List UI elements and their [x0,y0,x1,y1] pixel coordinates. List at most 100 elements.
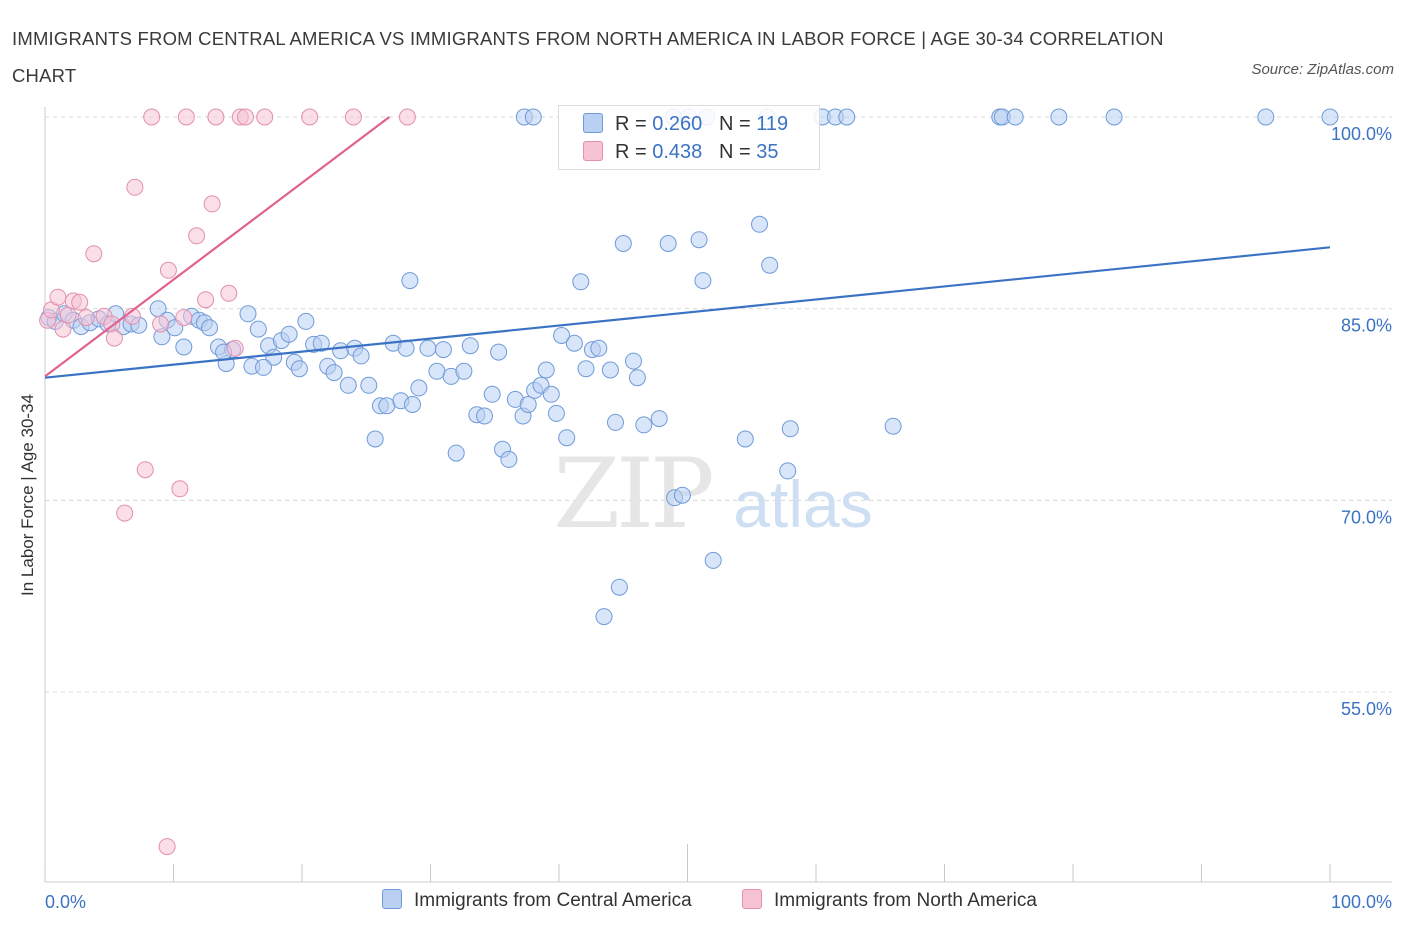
point-central-america [751,215,768,233]
point-north-america [143,108,161,126]
point-north-america [197,291,215,309]
point-north-america [171,480,189,498]
point-central-america [519,396,537,413]
y-tick-label: 70.0% [1341,507,1392,527]
point-north-america [116,504,134,522]
y-axis-label: In Labor Force | Age 30-34 [18,394,37,596]
point-central-america [524,108,542,126]
point-central-america [625,352,642,370]
point-north-america [105,329,123,347]
legend-row-central-america: R = 0.260 N = 119 [583,113,788,139]
point-central-america [404,396,421,413]
point-central-america [650,410,668,428]
watermark-atlas: atlas [733,467,872,541]
stats-legend: R = 0.260 N = 119 R = 0.438 N = 35 [558,105,820,170]
point-central-america [447,444,465,462]
x-tick-label: 100.0% [1331,892,1392,912]
point-central-america [483,385,501,403]
point-north-america [177,108,195,126]
point-central-america [1257,108,1275,126]
point-central-america [601,361,619,379]
point-central-america [352,347,370,365]
point-north-america [256,108,274,126]
point-central-america [577,360,595,378]
point-central-america [537,361,555,379]
point-central-america [884,417,902,435]
trendline-north-america [44,116,391,378]
point-central-america [410,379,428,397]
point-central-america [547,404,565,422]
point-north-america [59,306,77,324]
point-central-america [339,376,357,394]
point-north-america [175,309,193,327]
chart-source: Source: ZipAtlas.com [1251,61,1394,78]
point-north-america [152,315,170,333]
series-north-america [39,108,416,856]
legend-n-value: 119 [756,113,789,135]
point-central-america [378,397,396,415]
point-central-america [280,325,298,343]
point-north-america [49,288,67,306]
legend-swatch-pink [583,141,603,161]
point-central-america [610,578,628,596]
point-central-america [704,551,722,569]
legend-row-north-america: R = 0.438 N = 35 [583,141,778,167]
point-central-america [553,327,571,344]
point-central-america [694,272,712,290]
point-central-america [607,413,624,431]
point-north-america [188,227,206,245]
legend-label-north-america: Immigrants from North America [774,890,1037,911]
point-central-america [635,416,653,434]
point-central-america [838,108,856,126]
point-central-america [434,341,452,359]
point-central-america [779,462,797,480]
point-central-america [201,319,218,337]
point-central-america [659,235,677,252]
point-north-america [207,108,225,126]
point-central-america [312,334,330,352]
legend-n-value: 35 [756,141,779,163]
legend-n-label: N = [718,113,757,135]
point-central-america [175,338,193,356]
legend-swatch-blue [382,889,402,909]
legend-r-value: 0.438 [652,141,703,163]
point-central-america [1006,108,1024,126]
point-north-america [203,195,221,213]
watermark: ZIP atlas [553,438,872,550]
trendline-central-america [44,246,1331,379]
legend-item-north-america: Immigrants from North America [742,889,1037,912]
point-north-america [136,461,154,479]
legend-item-central-america: Immigrants from Central America [382,889,692,912]
point-central-america [239,305,257,323]
point-central-america [1050,108,1068,126]
point-central-america [332,342,350,360]
grid-layer [45,116,1392,693]
point-central-america [401,272,419,290]
point-central-america [461,337,479,355]
point-central-america [1321,108,1339,126]
point-north-america [158,838,176,856]
legend-swatch-pink [742,889,762,909]
y-tick-label: 85.0% [1341,316,1392,336]
trend-lines [44,116,1331,379]
point-central-america [325,364,343,382]
point-central-america [290,360,308,378]
point-central-america [297,312,315,330]
point-north-america [159,261,177,279]
point-north-america [77,309,95,327]
point-central-america [781,420,799,438]
point-central-america [558,429,576,447]
legend-r-value: 0.260 [652,113,703,135]
tick-labels: 55.0% 70.0% 85.0% 100.0% 0.0% 100.0% [45,124,1392,912]
chart-title: IMMIGRANTS FROM CENTRAL AMERICA VS IMMIG… [12,28,1164,86]
point-central-america [628,369,646,387]
point-central-america [542,385,560,403]
point-central-america [249,320,267,338]
point-central-america [595,608,613,626]
point-north-america [85,245,103,263]
point-central-america [572,273,590,291]
point-central-america [614,235,632,252]
point-north-america [344,108,362,126]
point-central-america [690,231,708,249]
